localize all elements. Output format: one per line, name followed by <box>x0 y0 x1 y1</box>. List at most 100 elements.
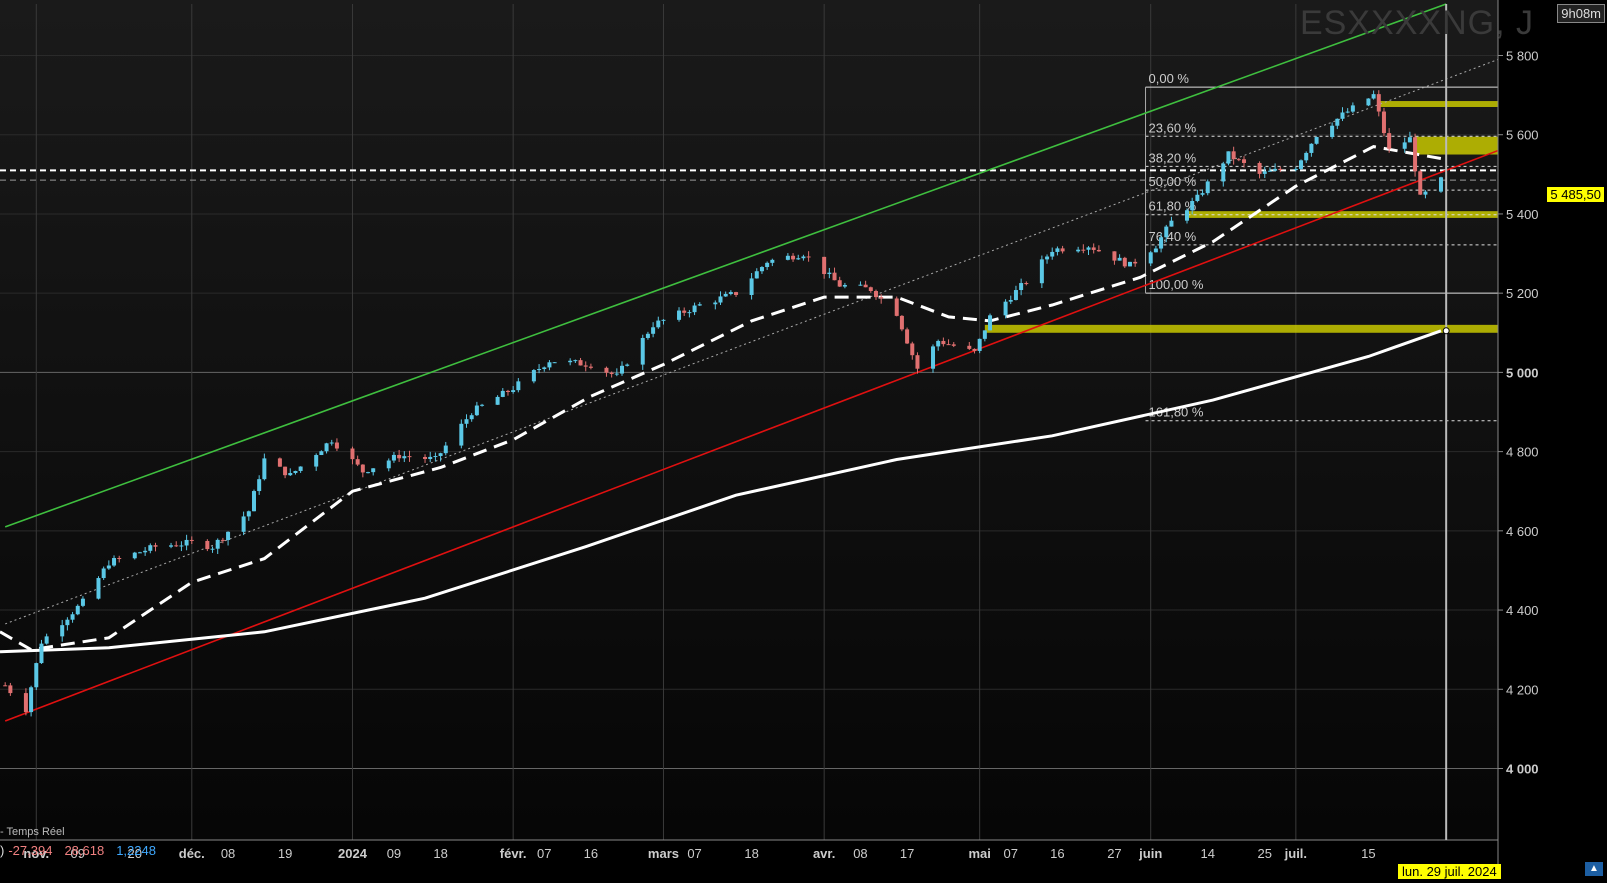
candle-body <box>137 552 142 554</box>
x-tick-label: févr. <box>500 846 527 861</box>
candle-body <box>371 468 376 473</box>
candle-body <box>1407 137 1412 143</box>
x-tick-label: avr. <box>813 846 835 861</box>
x-tick-label: 20 <box>128 846 142 861</box>
candle-body <box>915 355 920 369</box>
x-tick-label: 07 <box>537 846 551 861</box>
candle-body <box>60 625 65 637</box>
candle-body <box>174 545 179 547</box>
candle-body <box>967 345 972 349</box>
candle-body <box>842 284 847 287</box>
candle-body <box>226 531 231 541</box>
candle-body <box>34 663 39 688</box>
fib-level-label: 161,80 % <box>1149 405 1204 420</box>
candle-body <box>1153 248 1158 253</box>
candle-body <box>44 636 49 644</box>
x-tick-label: juin <box>1138 846 1162 861</box>
candle-body <box>438 453 443 457</box>
candle-body <box>1008 300 1013 302</box>
x-tick-label: mars <box>648 846 679 861</box>
candle-body <box>3 685 8 687</box>
candle-body <box>402 456 407 459</box>
candle-body <box>749 278 754 295</box>
candle-body <box>397 454 402 459</box>
candle-body <box>1096 249 1101 252</box>
candle-body <box>1438 177 1443 192</box>
candle-body <box>972 348 977 351</box>
candle-body <box>153 545 158 547</box>
candle-body <box>184 539 189 546</box>
grid-layer <box>0 4 1498 840</box>
candle-body <box>977 338 982 351</box>
candle-body <box>360 464 365 473</box>
candle-body <box>464 419 469 424</box>
lower-channel-line <box>4 149 1499 722</box>
candle-body <box>511 390 516 392</box>
candle-body <box>656 320 661 328</box>
zone-layer <box>984 101 1498 333</box>
upper-channel-line <box>4 3 1447 528</box>
x-tick-label: 18 <box>433 846 447 861</box>
candle-body <box>759 267 764 272</box>
candle-body <box>324 443 329 452</box>
indicator-row: ) -27,394 28,618 1,2248 <box>0 843 168 858</box>
fib-level-label: 76,40 % <box>1149 229 1197 244</box>
candle-body <box>257 479 262 492</box>
candle-body <box>931 346 936 369</box>
y-tick-label: 5 000 <box>1506 365 1539 380</box>
candle-body <box>1335 118 1340 126</box>
y-tick-label: 5 800 <box>1506 48 1539 63</box>
short-moving-average <box>0 145 1442 652</box>
candle-body <box>1055 248 1060 252</box>
candle-body <box>1236 159 1241 161</box>
candle-body <box>568 360 573 363</box>
candle-body <box>355 459 360 465</box>
candle-body <box>1226 151 1231 164</box>
candle-body <box>148 545 153 551</box>
candle-body <box>474 405 479 416</box>
candle-body <box>552 362 557 364</box>
candle-body <box>1200 193 1205 195</box>
candle-body <box>505 390 510 392</box>
candle-body <box>8 685 13 694</box>
candle-body <box>1267 170 1272 172</box>
x-tick-label: 07 <box>687 846 701 861</box>
candle-body <box>1231 151 1236 160</box>
fib-level-label: 23,60 % <box>1149 120 1197 135</box>
candle-body <box>293 470 298 474</box>
candle-body <box>936 340 941 347</box>
x-tick-label: déc. <box>179 846 205 861</box>
candle-body <box>189 539 194 541</box>
candle-body <box>578 360 583 366</box>
candle-body <box>542 367 547 370</box>
last-price-tag: 5 485,50 <box>1546 186 1605 203</box>
candle-body <box>480 404 485 406</box>
candle-body <box>1024 283 1029 285</box>
candle-body <box>1345 111 1350 113</box>
candle-body <box>169 545 174 547</box>
candle-body <box>951 344 956 346</box>
scroll-up-icon[interactable]: ▲ <box>1585 862 1603 876</box>
candle-body <box>822 256 827 275</box>
candle-body <box>682 310 687 313</box>
x-tick-label: 15 <box>1361 846 1375 861</box>
candle-body <box>1086 247 1091 250</box>
indicator-value-3: 1,2248 <box>116 843 156 858</box>
candle-body <box>1164 226 1169 238</box>
indicator-value-1: -27,394 <box>8 843 53 858</box>
x-tick-label: 27 <box>1107 846 1121 861</box>
candle-body <box>241 516 246 532</box>
x-tick-label: 08 <box>853 846 867 861</box>
candle-body <box>1169 220 1174 227</box>
candle-body <box>1293 168 1298 171</box>
candle-body <box>1413 137 1418 172</box>
candle-body <box>692 305 697 313</box>
fib-level-label: 38,20 % <box>1149 150 1197 165</box>
candle-body <box>65 619 70 626</box>
indicator-value-2: 28,618 <box>64 843 105 858</box>
x-axis-panel <box>0 840 1498 878</box>
fib-level-label: 61,80 % <box>1149 199 1197 214</box>
x-tick-label: 14 <box>1200 846 1214 861</box>
